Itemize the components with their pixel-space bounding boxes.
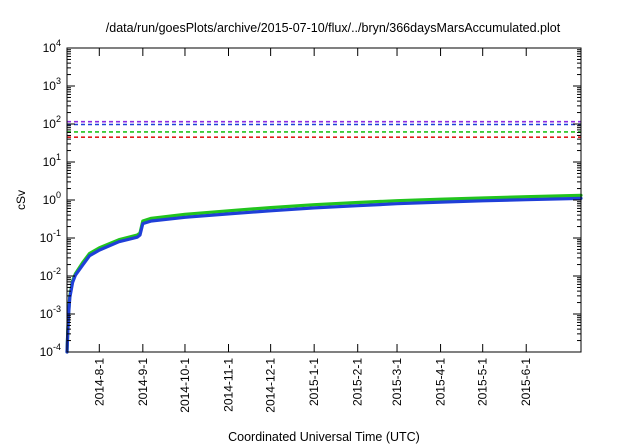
y-tick-label: 10-2 (40, 266, 61, 283)
y-axis-label: cSv (14, 190, 28, 210)
y-tick-label: 101 (43, 152, 61, 169)
y-tick-label: 10-3 (40, 304, 61, 321)
plot-frame (66, 47, 582, 353)
x-tick-label: 2015-2-1 (351, 358, 365, 406)
y-tick-label: 10-4 (40, 342, 61, 359)
series-line-1 (65, 196, 583, 354)
axis-layer: 10-4 10-3 10-2 10-1 100 101 102 103 104 2014-8-1 2… (40, 38, 581, 413)
y-tick-label: 102 (43, 114, 61, 131)
series-line-0 (65, 193, 583, 354)
x-tick-label: 2014-8-1 (92, 358, 106, 406)
x-tick-label: 2014-12-1 (264, 358, 278, 413)
chart-title: /data/run/goesPlots/archive/2015-07-10/f… (106, 21, 561, 35)
x-tick-label: 2014-11-1 (222, 358, 236, 412)
y-tick-label: 104 (43, 38, 61, 55)
x-tick-label: 2015-5-1 (476, 358, 490, 406)
series-layer (65, 120, 583, 354)
x-tick-label: 2014-10-1 (178, 358, 192, 413)
x-tick-label: 2015-4-1 (434, 358, 448, 406)
x-tick-label: 2015-1-1 (307, 358, 321, 406)
y-tick-label: 10-1 (40, 228, 61, 245)
x-tick-label: 2015-3-1 (390, 358, 404, 406)
x-tick-label: 2015-6-1 (519, 358, 533, 406)
x-axis-label: Coordinated Universal Time (UTC) (228, 430, 420, 444)
x-tick-label: 2014-9-1 (136, 358, 150, 406)
y-tick-label: 100 (43, 190, 61, 207)
y-tick-label: 103 (43, 76, 61, 93)
